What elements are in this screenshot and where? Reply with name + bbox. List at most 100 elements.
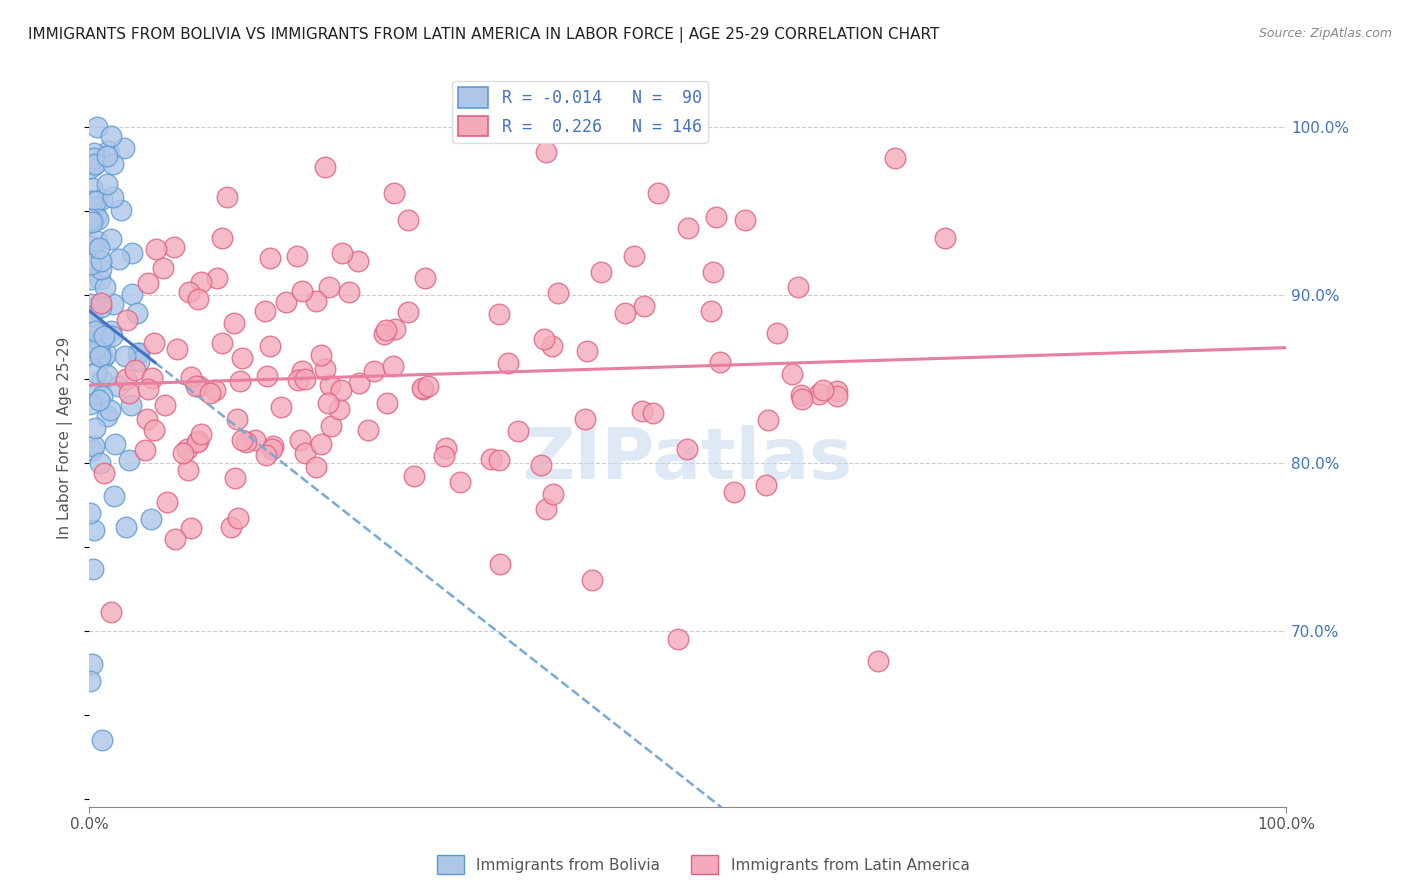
Point bbox=[449, 475, 471, 489]
Point bbox=[152, 260, 174, 275]
Point bbox=[153, 398, 176, 412]
Point bbox=[80, 443, 103, 458]
Point bbox=[100, 128, 122, 143]
Point bbox=[825, 384, 848, 399]
Point bbox=[319, 419, 342, 434]
Point bbox=[121, 287, 143, 301]
Point bbox=[82, 657, 104, 672]
Point bbox=[702, 265, 724, 279]
Point bbox=[377, 396, 399, 410]
Point bbox=[758, 413, 780, 427]
Point bbox=[93, 328, 115, 343]
Point bbox=[222, 316, 245, 330]
Point bbox=[83, 158, 105, 172]
Point bbox=[319, 378, 342, 392]
Point bbox=[243, 434, 266, 448]
Point bbox=[91, 732, 114, 747]
Point bbox=[226, 510, 249, 524]
Point bbox=[811, 383, 834, 397]
Point bbox=[782, 368, 804, 382]
Point bbox=[90, 295, 112, 310]
Point bbox=[82, 562, 104, 576]
Point bbox=[316, 395, 339, 409]
Point bbox=[808, 387, 831, 401]
Point bbox=[787, 280, 810, 294]
Point bbox=[205, 270, 228, 285]
Point bbox=[329, 383, 352, 397]
Point bbox=[90, 301, 112, 315]
Point bbox=[211, 336, 233, 351]
Point bbox=[177, 463, 200, 477]
Point bbox=[412, 382, 434, 396]
Point bbox=[187, 292, 209, 306]
Point bbox=[270, 400, 292, 414]
Point bbox=[101, 157, 124, 171]
Point bbox=[256, 368, 278, 383]
Point bbox=[121, 245, 143, 260]
Point bbox=[84, 194, 107, 208]
Point bbox=[766, 326, 789, 341]
Point bbox=[294, 446, 316, 460]
Point bbox=[115, 372, 138, 386]
Point bbox=[541, 339, 564, 353]
Point bbox=[87, 242, 110, 256]
Point bbox=[489, 557, 512, 571]
Point bbox=[314, 362, 336, 376]
Point bbox=[120, 398, 142, 412]
Point bbox=[332, 246, 354, 260]
Point bbox=[180, 370, 202, 384]
Point bbox=[285, 249, 308, 263]
Point bbox=[83, 145, 105, 160]
Point bbox=[79, 205, 101, 219]
Point bbox=[82, 301, 104, 315]
Point bbox=[190, 426, 212, 441]
Point bbox=[176, 442, 198, 456]
Point bbox=[100, 232, 122, 246]
Point bbox=[396, 213, 419, 227]
Point bbox=[100, 324, 122, 338]
Point bbox=[87, 392, 110, 407]
Point bbox=[91, 373, 114, 387]
Point bbox=[100, 402, 122, 417]
Point bbox=[253, 304, 276, 318]
Legend: R = -0.014   N =  90, R =  0.226   N = 146: R = -0.014 N = 90, R = 0.226 N = 146 bbox=[451, 80, 709, 143]
Point bbox=[382, 359, 405, 373]
Point bbox=[288, 433, 311, 447]
Point bbox=[382, 186, 405, 200]
Point bbox=[262, 438, 284, 452]
Point bbox=[699, 304, 721, 318]
Point bbox=[709, 355, 731, 369]
Point bbox=[96, 149, 118, 163]
Point bbox=[260, 442, 283, 457]
Point bbox=[373, 326, 395, 341]
Point bbox=[186, 434, 208, 449]
Point bbox=[83, 388, 105, 402]
Point bbox=[141, 370, 163, 384]
Point bbox=[633, 299, 655, 313]
Point bbox=[80, 212, 103, 227]
Point bbox=[114, 350, 136, 364]
Point bbox=[141, 512, 163, 526]
Point bbox=[107, 379, 129, 393]
Point bbox=[274, 294, 297, 309]
Point bbox=[79, 397, 101, 411]
Text: Source: ZipAtlas.com: Source: ZipAtlas.com bbox=[1258, 27, 1392, 40]
Point bbox=[104, 437, 127, 451]
Y-axis label: In Labor Force | Age 25-29: In Labor Force | Age 25-29 bbox=[58, 336, 73, 539]
Point bbox=[86, 120, 108, 135]
Point bbox=[415, 270, 437, 285]
Point bbox=[79, 161, 101, 175]
Point bbox=[97, 144, 120, 158]
Point bbox=[79, 506, 101, 520]
Point bbox=[259, 339, 281, 353]
Legend: Immigrants from Bolivia, Immigrants from Latin America: Immigrants from Bolivia, Immigrants from… bbox=[430, 849, 976, 880]
Point bbox=[363, 364, 385, 378]
Point bbox=[166, 342, 188, 356]
Point bbox=[91, 192, 114, 206]
Point bbox=[433, 449, 456, 463]
Point bbox=[311, 437, 333, 451]
Point bbox=[623, 249, 645, 263]
Point bbox=[259, 251, 281, 265]
Point bbox=[723, 484, 745, 499]
Point bbox=[128, 353, 150, 368]
